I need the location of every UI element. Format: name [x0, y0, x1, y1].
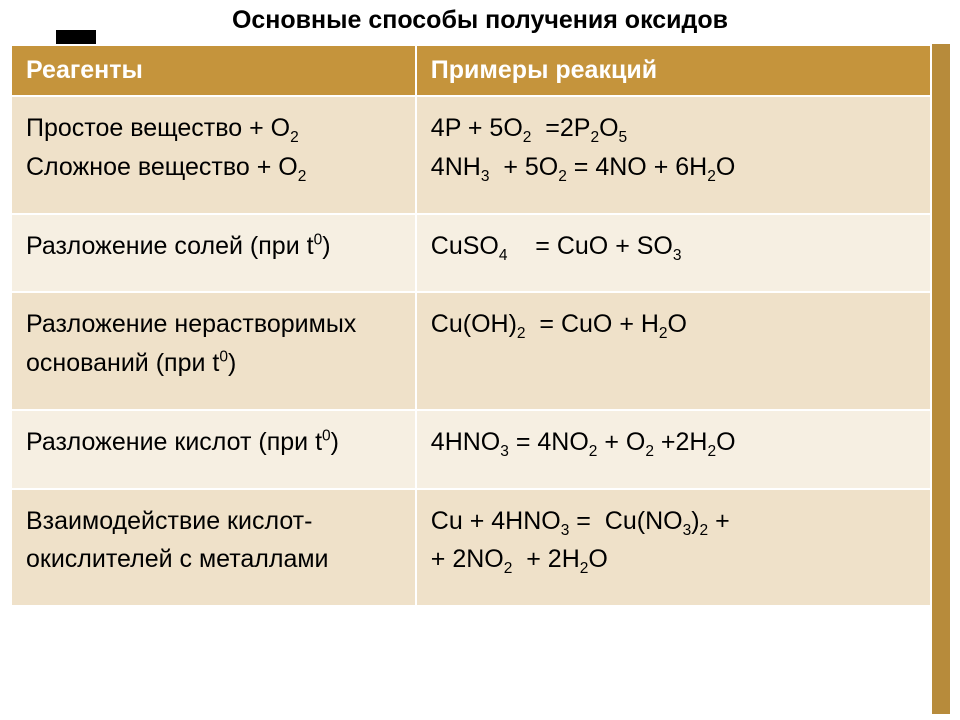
example-cell: CuSO4 = CuO + SO3 — [416, 214, 931, 293]
table-body: Простое вещество + O2Сложное вещество + … — [11, 96, 931, 606]
reagent-cell: Простое вещество + O2Сложное вещество + … — [11, 96, 416, 214]
example-cell: Cu(OH)2 = CuO + H2O — [416, 292, 931, 410]
example-cell: Cu + 4HNO3 = Cu(NO3)2 ++ 2NO2 + 2H2O — [416, 489, 931, 607]
table-header-row: Реагенты Примеры реакций — [11, 45, 931, 96]
header-reagents: Реагенты — [11, 45, 416, 96]
header-examples: Примеры реакций — [416, 45, 931, 96]
table-row: Разложение нерастворимых оснований (при … — [11, 292, 931, 410]
table-row: Разложение солей (при t0)CuSO4 = CuO + S… — [11, 214, 931, 293]
reagent-cell: Взаимодействие кислот-окислителей с мета… — [11, 489, 416, 607]
reagent-cell: Разложение нерастворимых оснований (при … — [11, 292, 416, 410]
table-row: Взаимодействие кислот-окислителей с мета… — [11, 489, 931, 607]
reagent-cell: Разложение кислот (при t0) — [11, 410, 416, 489]
reagent-cell: Разложение солей (при t0) — [11, 214, 416, 293]
title-container: Основные способы получения оксидов — [0, 6, 960, 35]
oxides-methods-table: Реагенты Примеры реакций Простое веществ… — [10, 44, 932, 607]
table-row: Простое вещество + O2Сложное вещество + … — [11, 96, 931, 214]
example-cell: 4HNO3 = 4NO2 + O2 +2H2O — [416, 410, 931, 489]
page-title: Основные способы получения оксидов — [232, 6, 728, 34]
decorative-frame-stripe — [932, 44, 950, 714]
table-row: Разложение кислот (при t0)4HNO3 = 4NO2 +… — [11, 410, 931, 489]
example-cell: 4P + 5O2 =2P2O54NH3 + 5O2 = 4NO + 6H2O — [416, 96, 931, 214]
